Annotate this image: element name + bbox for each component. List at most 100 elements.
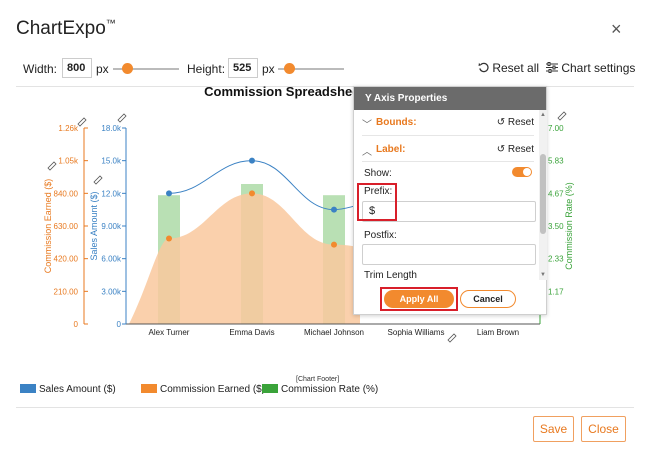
prefix-input[interactable]: $: [362, 201, 536, 222]
legend-label-commission: Commission Earned ($): [160, 384, 266, 395]
legend-label-rate: Commission Rate (%): [281, 384, 379, 395]
label-reset-label: Reset: [507, 144, 534, 155]
line-sales-amount: [168, 160, 357, 211]
tick-label-sales-amount: 12.0k: [101, 189, 122, 198]
chart-canvas: Commission Spreadsheet Alex Turner Emma D…: [43, 84, 574, 343]
scroll-down-icon[interactable]: ▼: [540, 272, 546, 278]
tick-label-sales-amount: 3.00k: [101, 287, 122, 296]
bounds-label: Bounds:: [376, 117, 417, 128]
postfix-label: Postfix:: [364, 230, 397, 241]
legend-swatch-rate: [262, 384, 278, 393]
postfix-input[interactable]: [362, 244, 536, 265]
tick-label-commission-rate: 1.17: [548, 287, 564, 296]
tick-label-sales-amount: 15.0k: [101, 157, 122, 166]
width-unit: px: [96, 62, 109, 76]
trim-length-label: Trim Length: [364, 270, 417, 280]
tick-label-commission-earned: 1.26k: [58, 124, 79, 133]
legend-sales[interactable]: Sales Amount ($): [20, 384, 116, 395]
area-commission-earned: [129, 193, 365, 324]
tick-label-sales-amount: 6.00k: [101, 255, 122, 264]
scroll-up-icon[interactable]: ▲: [540, 112, 546, 118]
height-unit: px: [262, 62, 275, 76]
legend-label-sales: Sales Amount ($): [39, 384, 116, 395]
chart-settings-button[interactable]: Chart settings: [546, 61, 635, 75]
tick-label-commission-rate: 5.83: [548, 157, 564, 166]
tick-label-commission-rate: 2.33: [548, 255, 564, 264]
width-input[interactable]: 800: [62, 58, 92, 78]
sliders-icon: [546, 62, 558, 73]
axis-title-commission-earned: Commission Earned ($): [43, 179, 53, 274]
legend-rate[interactable]: Commission Rate (%): [262, 384, 378, 395]
width-slider[interactable]: [113, 68, 179, 70]
reset-all-label: Reset all: [492, 61, 540, 75]
apply-highlight: [380, 287, 458, 311]
x-tick-label: Sophia Williams: [388, 328, 445, 337]
point-sales-amount: [249, 157, 255, 164]
footer-divider: [16, 407, 634, 408]
tick-label-commission-earned: 840.00: [54, 189, 79, 198]
legend-swatch-sales: [20, 384, 36, 393]
panel-scrollbar[interactable]: ▲ ▼: [539, 110, 547, 280]
legend-commission[interactable]: Commission Earned ($): [141, 384, 265, 395]
label-section-label: Label:: [376, 144, 406, 155]
chart-title: Commission Spreadsheet: [204, 84, 364, 99]
show-toggle[interactable]: [512, 167, 532, 177]
y-axis-properties-panel: Y Axis Properties ﹀ Bounds: ↺ Reset ︿ La…: [353, 86, 547, 315]
tick-label-commission-rate: 3.50: [548, 222, 564, 231]
chart-footer-tag[interactable]: [Chart Footer]: [296, 376, 340, 383]
tick-label-commission-earned: 1.05k: [58, 157, 79, 166]
reset-all-button[interactable]: Reset all: [478, 61, 539, 75]
height-label: Height:: [187, 62, 226, 76]
label-section-header[interactable]: ︿ Label: ↺ Reset: [362, 143, 534, 158]
chart-settings-label: Chart settings: [561, 61, 636, 75]
tick-label-commission-earned: 420.00: [54, 255, 79, 264]
apply-all-button[interactable]: Apply All: [384, 290, 454, 308]
point-sales-amount: [166, 190, 172, 197]
pencil-icon[interactable]: [117, 113, 127, 123]
cancel-button[interactable]: Cancel: [460, 290, 516, 308]
bounds-reset-label: Reset: [507, 117, 534, 128]
bounds-section-header[interactable]: ﹀ Bounds: ↺ Reset: [362, 116, 534, 131]
toolbar-divider: [16, 86, 634, 87]
save-button[interactable]: Save: [533, 416, 574, 442]
x-tick-label: Liam Brown: [477, 328, 519, 337]
app-title: ChartExpo™: [16, 18, 116, 39]
tick-label-commission-earned: 0: [74, 320, 79, 329]
pencil-icon[interactable]: [47, 161, 57, 171]
scroll-thumb[interactable]: [540, 154, 546, 234]
tick-label-sales-amount: 0: [117, 320, 122, 329]
close-button[interactable]: Close: [581, 416, 626, 442]
width-slider-knob[interactable]: [122, 63, 133, 74]
bounds-reset-button[interactable]: ↺ Reset: [496, 117, 534, 128]
label-reset-button[interactable]: ↺ Reset: [496, 144, 534, 155]
height-input[interactable]: 525: [228, 58, 258, 78]
prefix-label: Prefix:: [364, 186, 393, 197]
height-slider-knob[interactable]: [284, 63, 295, 74]
point-sales-amount: [331, 206, 337, 213]
point-commission-earned: [249, 190, 255, 197]
tick-label-commission-earned: 210.00: [54, 287, 79, 296]
x-tick-label: Alex Turner: [149, 328, 190, 337]
tick-label-commission-earned: 630.00: [54, 222, 79, 231]
tick-label-commission-rate: 7.00: [548, 124, 564, 133]
x-tick-label: Michael Johnson: [304, 328, 364, 337]
axis-title-commission-rate: Commission Rate (%): [564, 182, 574, 270]
panel-body: ﹀ Bounds: ↺ Reset ︿ Label: ↺ Reset Show:…: [354, 110, 538, 280]
separator: [362, 161, 534, 162]
separator: [362, 135, 534, 136]
reset-icon: [478, 62, 489, 73]
point-commission-earned: [166, 235, 172, 242]
pencil-icon[interactable]: [93, 175, 103, 185]
close-icon[interactable]: ×: [611, 19, 622, 39]
tick-label-commission-rate: 4.67: [548, 189, 564, 198]
tick-label-sales-amount: 18.0k: [101, 124, 122, 133]
pencil-icon[interactable]: [447, 333, 457, 343]
chevron-up-icon: ︿: [362, 147, 372, 158]
pencil-icon[interactable]: [77, 117, 87, 127]
point-commission-earned: [331, 241, 337, 248]
axis-title-sales-amount: Sales Amount ($): [89, 191, 99, 260]
pencil-icon[interactable]: [557, 111, 567, 121]
size-toolbar: Width: 800 px Height: 525 px Reset all C…: [0, 58, 650, 80]
height-slider[interactable]: [278, 68, 344, 70]
prefix-highlight: [357, 183, 397, 221]
